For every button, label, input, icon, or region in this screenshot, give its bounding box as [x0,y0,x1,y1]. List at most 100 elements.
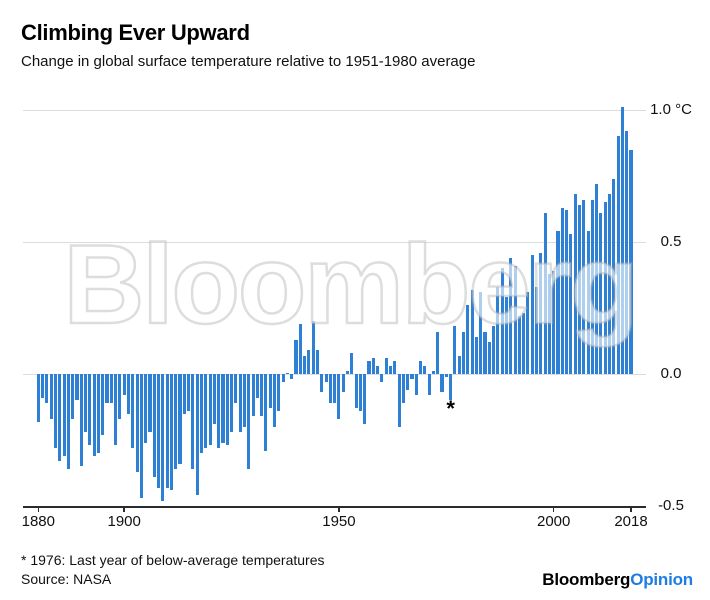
bar-1966 [406,374,410,390]
bar-1916 [191,374,195,470]
bar-2016 [620,107,624,374]
bar-1904 [139,374,143,499]
bar-1938 [285,373,289,374]
bar-1893 [92,374,96,456]
bar-1989 [504,297,508,374]
bar-1907 [152,374,156,477]
bar-1968 [414,374,418,396]
x-tick-label-1900: 1900 [107,513,141,530]
bar-2011 [599,212,603,374]
bar-2002 [560,207,564,374]
bar-2000 [552,271,556,374]
bar-1910 [165,374,169,488]
x-tick-1950 [338,506,340,512]
chart-title: Climbing Ever Upward [21,20,250,45]
bar-1883 [49,374,53,419]
bar-1956 [363,374,367,425]
bar-1917 [195,374,199,496]
bar-1970 [423,366,427,374]
bar-1929 [247,374,251,470]
bar-1943 [307,350,311,374]
bar-1925 [230,374,234,433]
bar-1933 [264,374,268,451]
bar-1976 [449,374,453,401]
bar-1972 [431,371,435,374]
bar-1936 [277,374,281,411]
x-tick-1880 [37,506,40,512]
bar-1920 [208,374,212,446]
bar-1928 [242,374,246,427]
bar-1888 [71,374,75,419]
bar-1960 [380,374,384,382]
bar-1942 [303,355,307,374]
bar-1980 [466,305,470,374]
bar-1955 [358,374,362,411]
bar-1923 [221,374,225,443]
bar-1945 [315,350,320,374]
bar-1967 [410,374,414,380]
bar-2006 [577,205,581,374]
bar-1953 [350,352,354,374]
bar-1900 [122,374,126,396]
bar-1995 [530,255,534,374]
bar-1940 [294,339,298,374]
bar-1977 [453,326,457,374]
bar-1881 [41,374,45,398]
bar-1931 [255,374,259,398]
bar-1919 [204,374,208,448]
gridline-1.0 °C [23,110,646,111]
bar-1918 [199,374,204,454]
bar-2005 [573,194,577,374]
bar-1890 [79,374,83,467]
x-axis-line [23,506,646,508]
x-tick-label-1950: 1950 [322,513,356,530]
bar-1997 [539,252,543,374]
bar-2018 [629,149,633,374]
bar-1885 [58,374,62,462]
bar-1981 [470,289,474,374]
bar-2001 [556,231,560,374]
bar-1957 [367,360,371,374]
bar-1886 [62,374,66,456]
bar-1985 [487,342,491,374]
bar-1944 [311,321,315,374]
y-tick-label-1.0 °C: 1.0 °C [650,101,692,118]
bar-1913 [178,374,182,464]
bar-1974 [440,374,444,393]
bar-2004 [569,234,573,374]
bar-2013 [607,194,612,374]
bar-1902 [131,374,135,448]
bar-1969 [419,360,423,374]
bar-1934 [268,374,272,409]
bar-1999 [547,273,551,374]
bar-1982 [474,337,478,374]
bar-1950 [337,374,341,419]
y-tick-label-0.0: 0.0 [660,365,682,382]
x-tick-label-1880: 1880 [21,513,55,530]
bar-1992 [517,315,521,374]
x-tick-2018 [630,506,632,512]
bar-1880 [36,374,40,422]
bar-1889 [75,374,79,401]
bar-1949 [333,374,337,404]
bar-1962 [388,366,393,374]
below-average-annotation: * [446,396,455,421]
bar-1927 [238,374,242,433]
bar-1898 [114,374,118,446]
brand-opinion-text: Opinion [630,570,693,589]
bloomberg-opinion-logo: BloombergOpinion [542,570,693,590]
x-tick-1900 [123,506,125,512]
bar-1947 [324,374,328,382]
bar-1926 [234,374,238,404]
bar-1892 [88,374,92,446]
bar-1921 [212,374,216,425]
bar-1991 [513,265,517,374]
bar-1911 [169,374,173,491]
footnote: * 1976: Last year of below-average tempe… [21,552,325,568]
bar-1958 [371,358,375,374]
bar-2009 [590,199,594,374]
bar-2015 [616,136,620,374]
y-tick-label--0.5: -0.5 [658,497,684,514]
